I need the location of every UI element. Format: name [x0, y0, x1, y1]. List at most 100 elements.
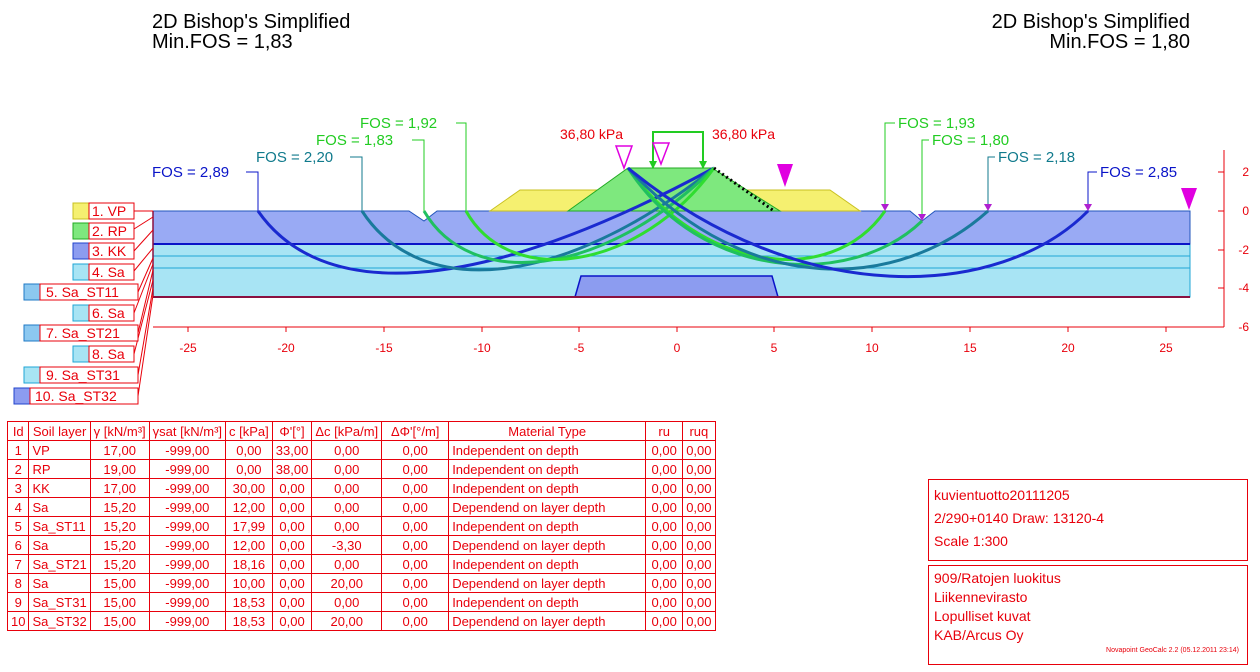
table-cell: 0,00 [645, 497, 684, 517]
legend-label: 5. Sa_ST11 [46, 284, 119, 300]
table-cell: 0,00 [311, 592, 383, 612]
water-marker-edge [1181, 188, 1197, 210]
table-cell: Independent on depth [448, 478, 647, 498]
table-cell: 15,20 [89, 554, 150, 574]
table-cell: Dependend on layer depth [448, 573, 647, 593]
legend-label: 1. VP [92, 203, 126, 219]
table-row: 8 Sa 15,00 -999,00 10,00 0,00 20,00 0,00 Depende… [6, 573, 716, 593]
project-name: kuvientuotto20111205 [934, 487, 1070, 503]
soil-layers [152, 167, 1191, 298]
legend-swatch [72, 345, 90, 363]
table-cell: 0,00 [682, 554, 716, 574]
table-cell: KK [28, 478, 91, 498]
table-header-row: Id Soil layer γ [kN/m³] γsat [kN/m³] c [… [6, 421, 716, 441]
table-cell: 0,00 [311, 497, 383, 517]
fos-label-4: FOS = 1,92 [360, 115, 437, 132]
table-cell: Independent on depth [448, 459, 647, 479]
col-ru: ru [645, 421, 684, 441]
table-cell: -999,00 [148, 611, 227, 631]
x-tick-label: 15 [963, 341, 977, 355]
table-cell: 0,00 [645, 554, 684, 574]
fos-leader-4 [456, 122, 467, 211]
table-cell: -999,00 [148, 535, 227, 555]
table-cell: -999,00 [148, 440, 227, 460]
table-cell: 0,00 [682, 573, 716, 593]
table-cell: 0,00 [682, 478, 716, 498]
table-cell: Independent on depth [448, 440, 647, 460]
table-cell: RP [28, 459, 91, 479]
axes [153, 150, 1225, 332]
fos-label-3: FOS = 1,83 [316, 132, 393, 149]
table-row: 4 Sa 15,20 -999,00 12,00 0,00 0,00 0,00 Dependen… [6, 497, 716, 517]
title-right: 2D Bishop's Simplified Min.FOS = 1,80 [992, 12, 1190, 52]
table-cell: 8 [6, 573, 30, 593]
table-cell: 30,00 [225, 478, 273, 498]
table-cell: 0,00 [381, 478, 450, 498]
table-cell: 0,00 [381, 459, 450, 479]
col-ruq: ruq [682, 421, 716, 441]
load-bracket [652, 131, 704, 168]
title-right-method: 2D Bishop's Simplified [991, 11, 1190, 33]
table-cell: 0,00 [645, 440, 684, 460]
table-cell: 0,00 [645, 516, 684, 536]
x-tick-labels: -25 -20 -15 -10 -5 0 5 10 15 20 25 [179, 341, 1173, 355]
table-cell: 0,00 [682, 611, 716, 631]
consultant-name: KAB/Arcus Oy [934, 627, 1024, 643]
table-cell: 4 [6, 497, 30, 517]
table-cell: Dependend on layer depth [448, 611, 647, 631]
legend-label: 9. Sa_ST31 [46, 367, 120, 383]
legend-label: 4. Sa [92, 264, 125, 280]
fos-label-6: FOS = 1,80 [932, 132, 1009, 149]
table-cell: 0,00 [645, 573, 684, 593]
col-soil-layer: Soil layer [28, 421, 91, 441]
table-cell: 12,00 [225, 535, 273, 555]
fos-label-1: FOS = 2,89 [152, 164, 229, 181]
x-tick-label: -10 [473, 341, 491, 355]
col-material-type: Material Type [448, 421, 647, 441]
fos-leader-3 [412, 139, 425, 211]
table-cell: 15,00 [89, 573, 150, 593]
table-cell: 2 [6, 459, 30, 479]
table-cell: 15,20 [89, 497, 150, 517]
table-cell: 0,00 [381, 554, 450, 574]
table-cell: 15,00 [89, 592, 150, 612]
table-cell: 0,00 [381, 611, 450, 631]
table-cell: -999,00 [148, 516, 227, 536]
layer-sa-middle [152, 255, 1191, 269]
table-cell: 15,20 [89, 535, 150, 555]
drawing-info-box: kuvientuotto20111205 2/290+0140 Draw: 13… [928, 479, 1248, 561]
table-cell: 0,00 [381, 573, 450, 593]
col-friction-angle: Φ'[°] [271, 421, 313, 441]
table-cell: 6 [6, 535, 30, 555]
layer-sa-st32-block [574, 275, 779, 298]
fos-leader-6 [921, 139, 929, 221]
software-credit: Novapoint GeoCalc 2.2 (05.12.2011 23:14) [1106, 647, 1239, 654]
fos-leader-7 [987, 156, 995, 211]
table-cell: Sa_ST21 [28, 554, 91, 574]
table-cell: 10,00 [225, 573, 273, 593]
y-tick-label: -4 [1238, 281, 1249, 295]
table-cell: -999,00 [148, 554, 227, 574]
table-cell: 0,00 [645, 592, 684, 612]
table-cell: 15,00 [89, 611, 150, 631]
load-arrow-left [649, 161, 657, 169]
table-cell: -999,00 [148, 592, 227, 612]
table-cell: -999,00 [148, 478, 227, 498]
col-gamma-sat: γsat [kN/m³] [148, 421, 227, 441]
table-cell: 18,16 [225, 554, 273, 574]
legend-label: 2. RP [92, 223, 127, 239]
table-cell: 0,00 [311, 478, 383, 498]
title-left-fos: Min.FOS = 1,83 [152, 31, 293, 53]
legend-label: 10. Sa_ST32 [35, 388, 117, 404]
table-cell: 17,99 [225, 516, 273, 536]
table-cell: 18,53 [225, 611, 273, 631]
load-left-label: 36,80 kPa [560, 126, 623, 142]
col-cohesion: c [kPa] [225, 421, 273, 441]
title-right-fos: Min.FOS = 1,80 [1049, 31, 1190, 53]
water-marker-mid [651, 142, 671, 167]
table-cell: 20,00 [311, 611, 383, 631]
table-cell: Independent on depth [448, 592, 647, 612]
table-cell: Independent on depth [448, 554, 647, 574]
legend-swatch [72, 242, 90, 260]
x-tick-label: 25 [1159, 341, 1173, 355]
